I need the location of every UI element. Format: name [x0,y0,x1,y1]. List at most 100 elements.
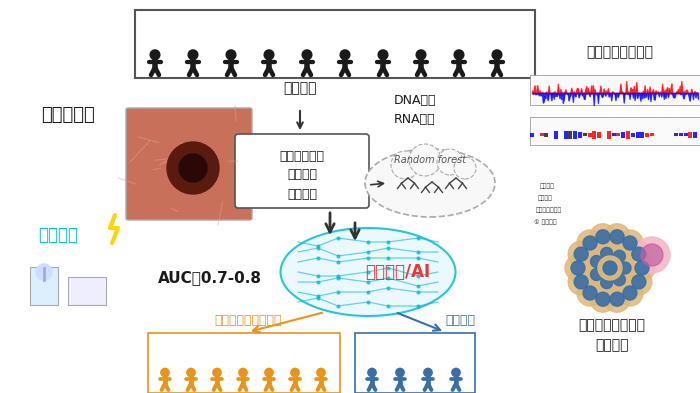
FancyBboxPatch shape [235,134,369,208]
Circle shape [340,50,350,60]
Circle shape [424,368,432,377]
Circle shape [568,241,594,267]
Circle shape [590,224,616,250]
Circle shape [610,292,624,306]
Text: ① がん細胞: ① がん細胞 [534,219,556,225]
Circle shape [395,368,404,377]
Circle shape [574,247,588,261]
FancyBboxPatch shape [126,108,252,220]
Circle shape [619,262,631,274]
Circle shape [632,247,646,261]
Circle shape [585,264,608,285]
Circle shape [626,241,652,267]
Bar [636,132,640,138]
Ellipse shape [365,149,495,217]
Text: リンパ球: リンパ球 [538,195,553,201]
Circle shape [610,230,624,244]
Text: 機械学習/AI: 機械学習/AI [365,263,430,281]
Circle shape [614,257,636,279]
Circle shape [409,144,441,176]
Text: 生検組織: 生検組織 [284,81,316,95]
Circle shape [492,50,502,60]
Circle shape [596,230,610,244]
Bar [645,133,649,137]
Circle shape [239,368,247,377]
Circle shape [608,245,631,267]
Circle shape [623,286,637,300]
Bar [530,75,700,105]
Circle shape [629,255,655,281]
Circle shape [577,280,603,306]
Circle shape [265,368,273,377]
Text: DNA解析
RNA解析: DNA解析 RNA解析 [393,94,436,126]
Bar [631,133,635,137]
Circle shape [613,250,625,262]
Text: 化学療法の効果あり: 化学療法の効果あり [214,314,281,327]
Circle shape [604,224,630,250]
Circle shape [264,50,274,60]
Circle shape [574,275,588,289]
Bar [530,133,534,137]
Circle shape [368,368,376,377]
Text: がんコピー数異常: がんコピー数異常 [587,45,654,59]
Bar [621,132,625,138]
Bar [617,133,620,136]
Circle shape [613,274,625,286]
Circle shape [601,247,612,259]
Text: Random forest: Random forest [394,155,466,165]
Circle shape [571,261,585,275]
Circle shape [161,368,169,377]
Bar [135,10,535,78]
Circle shape [623,236,637,250]
Circle shape [583,286,597,300]
Circle shape [596,292,610,306]
Circle shape [452,368,460,377]
Bar [573,131,578,139]
Bar [587,133,592,137]
Circle shape [635,261,649,275]
Bar [148,333,340,393]
Bar [545,133,548,137]
Bar [612,133,615,136]
Circle shape [150,50,160,60]
Text: マクロファージ: マクロファージ [536,207,562,213]
Bar [597,132,601,138]
Circle shape [568,269,594,295]
Bar [674,133,678,136]
Circle shape [416,50,426,60]
Circle shape [36,264,52,280]
Text: AUC＝0.7-0.8: AUC＝0.7-0.8 [158,270,262,285]
Circle shape [596,272,617,294]
Circle shape [302,50,312,60]
Circle shape [583,236,597,250]
Text: 腫瘍免疫、好中球
の活動性: 腫瘍免疫、好中球 の活動性 [578,318,645,352]
Bar [540,133,544,136]
Circle shape [213,368,221,377]
Circle shape [596,242,617,264]
Circle shape [577,230,603,256]
Ellipse shape [281,228,456,316]
Circle shape [226,50,236,60]
Circle shape [604,286,630,312]
Circle shape [591,255,603,268]
Bar [684,133,687,136]
Circle shape [565,255,591,281]
Circle shape [187,368,195,377]
Circle shape [188,50,198,60]
Circle shape [437,149,463,175]
Bar [568,131,573,139]
Bar [679,133,682,136]
Bar [693,132,697,138]
Bar [626,131,630,139]
Circle shape [591,268,603,281]
Circle shape [391,151,419,179]
Circle shape [617,230,643,256]
Bar [592,131,596,139]
Circle shape [167,142,219,194]
Bar [688,132,692,138]
Circle shape [454,157,476,179]
Circle shape [317,368,326,377]
Bar [578,132,582,138]
Circle shape [601,277,612,288]
Circle shape [617,280,643,306]
